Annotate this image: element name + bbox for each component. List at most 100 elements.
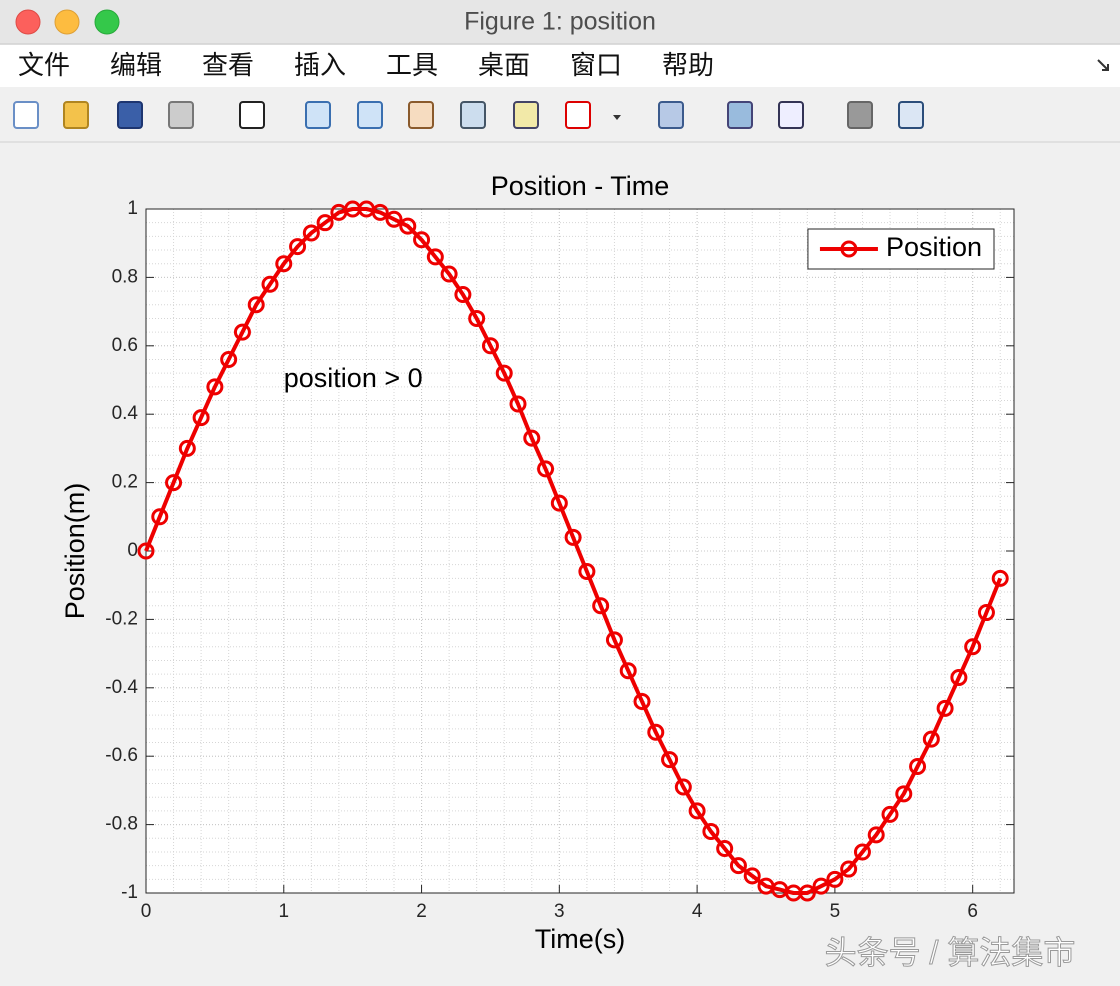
y-tick-label: -0.2 (105, 608, 138, 629)
menu-item[interactable]: 编辑 (110, 50, 162, 80)
data-point (440, 265, 458, 283)
y-tick-label: 0.4 (112, 403, 139, 424)
data-point (826, 870, 844, 888)
toolbar-button[interactable] (513, 101, 539, 129)
x-tick-label: 1 (278, 901, 289, 922)
toolbar-button[interactable] (357, 101, 383, 129)
data-point (275, 255, 293, 273)
data-point (729, 857, 747, 875)
y-axis-label: Position(m) (60, 483, 90, 620)
y-tick-label: -1 (121, 882, 138, 903)
x-tick-label: 3 (554, 901, 565, 922)
data-point (592, 597, 610, 615)
toolbar-button[interactable] (658, 101, 684, 129)
data-point (413, 231, 431, 249)
menu-overflow[interactable] (1097, 59, 1109, 71)
toolbar-button[interactable] (565, 101, 591, 129)
legend-label: Position (886, 232, 982, 262)
data-point (178, 439, 196, 457)
menu-item[interactable]: 查看 (202, 50, 254, 80)
menu-item[interactable]: 窗口 (570, 50, 622, 80)
y-tick-label: 0.6 (112, 335, 138, 356)
y-tick-label: -0.4 (105, 677, 138, 698)
y-tick-label: -0.8 (105, 814, 138, 835)
x-tick-label: 5 (830, 901, 841, 922)
data-point (495, 364, 513, 382)
data-point (716, 840, 734, 858)
toolbar-dropdown[interactable] (613, 115, 621, 120)
data-point (661, 751, 679, 769)
data-point (454, 286, 472, 303)
data-point (468, 309, 486, 327)
data-point (137, 542, 155, 560)
data-point (840, 860, 858, 878)
toolbar-button[interactable] (239, 101, 265, 129)
data-point (674, 778, 692, 796)
data-point (371, 203, 389, 221)
data-point (977, 604, 995, 622)
data-point (895, 785, 913, 803)
data-point (702, 822, 720, 840)
data-point (523, 429, 541, 447)
window-title: Figure 1: position (464, 8, 656, 36)
data-point (220, 350, 238, 368)
data-point (385, 210, 403, 228)
data-point (688, 802, 706, 820)
chart-title: Position - Time (491, 171, 670, 201)
legend-marker (840, 240, 858, 258)
close-button[interactable] (15, 9, 41, 35)
toolbar-button[interactable] (117, 101, 143, 129)
data-point (936, 699, 954, 717)
toolbar-button[interactable] (460, 101, 486, 129)
x-tick-label: 2 (416, 901, 427, 922)
data-point (426, 248, 444, 266)
data-point (233, 323, 251, 341)
data-point (509, 395, 527, 413)
data-point (316, 214, 334, 232)
data-point (289, 238, 307, 256)
toolbar-button[interactable] (778, 101, 804, 129)
data-point (206, 378, 224, 396)
chart: 0 1 2 3 4 5 6 -1 -0.8 -0.6 -0.4 -0.2 0 0.2 0.4 0.6 0.8 1 P… (60, 171, 1015, 954)
data-point (247, 296, 265, 314)
toolbar-button[interactable] (727, 101, 753, 129)
toolbar-button[interactable] (847, 101, 873, 129)
data-point (881, 805, 899, 823)
data-point (578, 563, 596, 581)
menu-item[interactable]: 工具 (386, 50, 438, 80)
toolbar-button[interactable] (168, 101, 194, 129)
data-point (564, 528, 582, 546)
toolbar (13, 101, 924, 129)
data-point (633, 692, 651, 710)
data-point (399, 217, 417, 235)
watermark: 头条号 / 算法集市 (825, 934, 1076, 970)
menu-item[interactable]: 帮助 (662, 50, 714, 80)
data-point (798, 884, 816, 902)
toolbar-button[interactable] (408, 101, 434, 129)
y-tick-label: 0 (127, 540, 138, 561)
minimize-button[interactable] (54, 9, 80, 35)
data-point (151, 508, 169, 526)
menu: 文件 编辑 查看 插入 工具 桌面 窗口 帮助 (18, 50, 714, 80)
toolbar-button[interactable] (13, 101, 39, 129)
menu-bar (0, 45, 1120, 87)
y-tick-label: 0.2 (112, 472, 138, 493)
toolbar-button[interactable] (898, 101, 924, 129)
data-point (743, 867, 761, 885)
toolbar-button[interactable] (63, 101, 89, 129)
x-tick-label: 6 (967, 901, 978, 922)
data-point (964, 638, 982, 656)
data-point (302, 224, 320, 242)
data-point (481, 337, 499, 355)
data-point (950, 669, 968, 687)
menu-item[interactable]: 桌面 (478, 50, 530, 80)
menu-item[interactable]: 插入 (294, 50, 346, 80)
zoom-button[interactable] (94, 9, 120, 35)
data-point (550, 494, 568, 512)
toolbar-button[interactable] (305, 101, 331, 129)
menu-item[interactable]: 文件 (18, 50, 70, 80)
data-point (192, 409, 210, 427)
data-point (537, 460, 555, 478)
data-point (853, 843, 871, 861)
